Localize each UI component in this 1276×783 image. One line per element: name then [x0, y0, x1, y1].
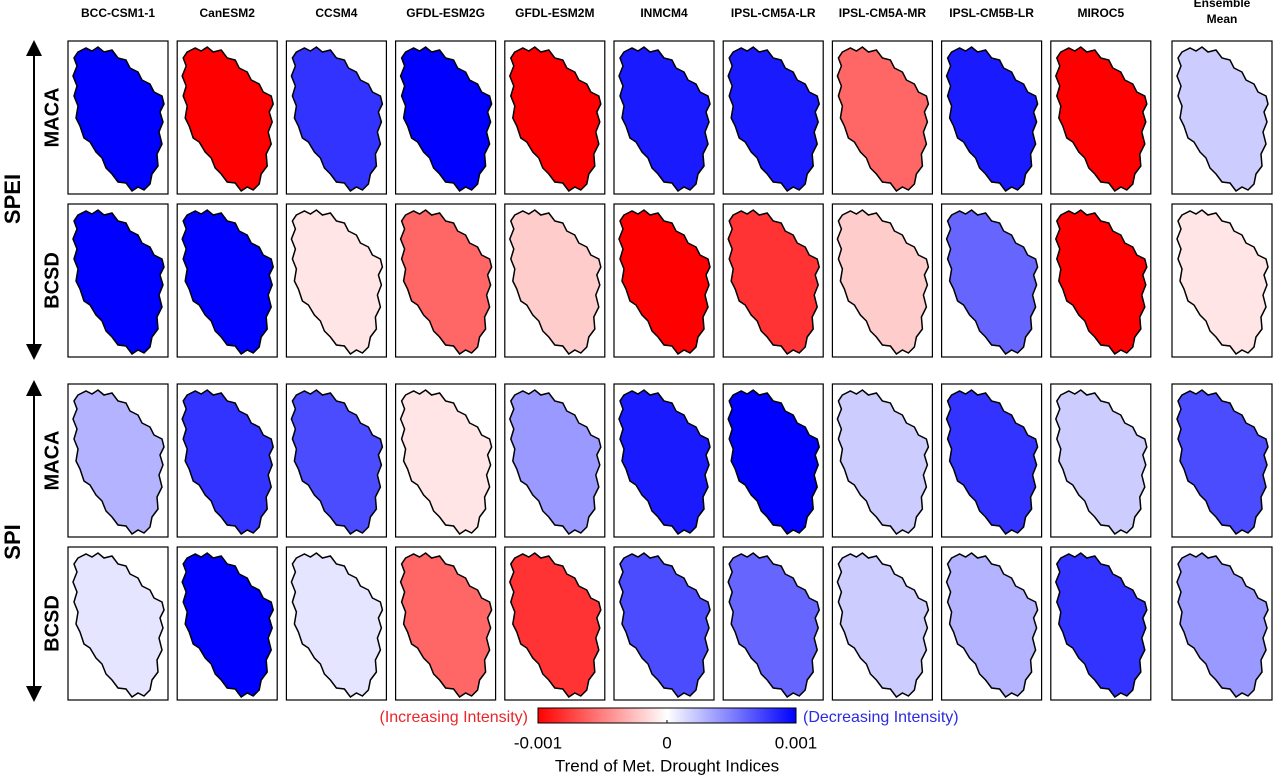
map-region	[399, 389, 493, 536]
map-region	[181, 389, 274, 536]
map-region	[727, 389, 820, 536]
map-region	[1176, 389, 1269, 536]
map-region	[72, 209, 165, 356]
colorbar-title: Trend of Met. Drought Indices	[555, 756, 779, 775]
map-region	[836, 46, 930, 193]
high-label: (Decreasing Intensity)	[803, 709, 959, 726]
colorbar-tick-label: 0	[662, 733, 671, 752]
map-region	[72, 389, 165, 536]
map-region	[945, 552, 1039, 699]
map-region	[290, 389, 384, 536]
map-region	[727, 552, 820, 699]
map-region	[508, 209, 602, 356]
map-region	[836, 389, 930, 536]
map-region	[508, 552, 602, 699]
map-region	[1176, 552, 1269, 699]
map-region	[1054, 46, 1148, 193]
group-label: SPI	[0, 524, 25, 559]
map-region	[508, 389, 602, 536]
map-region	[836, 209, 930, 356]
map-region	[618, 552, 711, 699]
map-region	[181, 209, 274, 356]
column-label: IPSL-CM5A-LR	[731, 6, 816, 20]
map-region	[290, 209, 384, 356]
low-label: (Increasing Intensity)	[379, 709, 528, 726]
column-label: CCSM4	[315, 6, 357, 20]
map-region	[399, 552, 493, 699]
row-label: BCSD	[41, 595, 63, 652]
map-region	[72, 552, 165, 699]
map-region	[727, 46, 820, 193]
map-region	[72, 46, 165, 193]
map-region	[1054, 552, 1148, 699]
map-region	[618, 209, 711, 356]
map-region	[1054, 389, 1148, 536]
column-label: BCC-CSM1-1	[81, 6, 155, 20]
map-region	[290, 552, 384, 699]
column-label: Ensemble Mean	[1194, 0, 1251, 26]
row-label: MACA	[41, 88, 63, 148]
map-region	[945, 46, 1039, 193]
map-region	[727, 209, 820, 356]
group-label: SPEI	[0, 174, 25, 224]
map-region	[836, 552, 930, 699]
map-region	[1176, 209, 1269, 356]
colorbar-tick-label: -0.001	[514, 733, 562, 752]
map-region	[618, 389, 711, 536]
map-region	[618, 46, 711, 193]
column-label: GFDL-ESM2M	[515, 6, 594, 20]
map-region	[1054, 209, 1148, 356]
column-label: MIROC5	[1077, 6, 1124, 20]
map-region	[945, 389, 1039, 536]
map-region	[1176, 46, 1269, 193]
column-label: IPSL-CM5A-MR	[839, 6, 927, 20]
map-region	[508, 46, 602, 193]
map-region	[399, 209, 493, 356]
row-label: MACA	[41, 431, 63, 491]
column-label: INMCM4	[640, 6, 688, 20]
colorbar-tick-label: 0.001	[775, 733, 818, 752]
row-label: BCSD	[41, 252, 63, 309]
map-region	[181, 46, 274, 193]
column-label: GFDL-ESM2G	[406, 6, 485, 20]
map-region	[290, 46, 384, 193]
column-label: IPSL-CM5B-LR	[949, 6, 1034, 20]
map-region	[945, 209, 1039, 356]
map-region	[399, 46, 493, 193]
column-label: CanESM2	[200, 6, 256, 20]
map-region	[181, 552, 274, 699]
